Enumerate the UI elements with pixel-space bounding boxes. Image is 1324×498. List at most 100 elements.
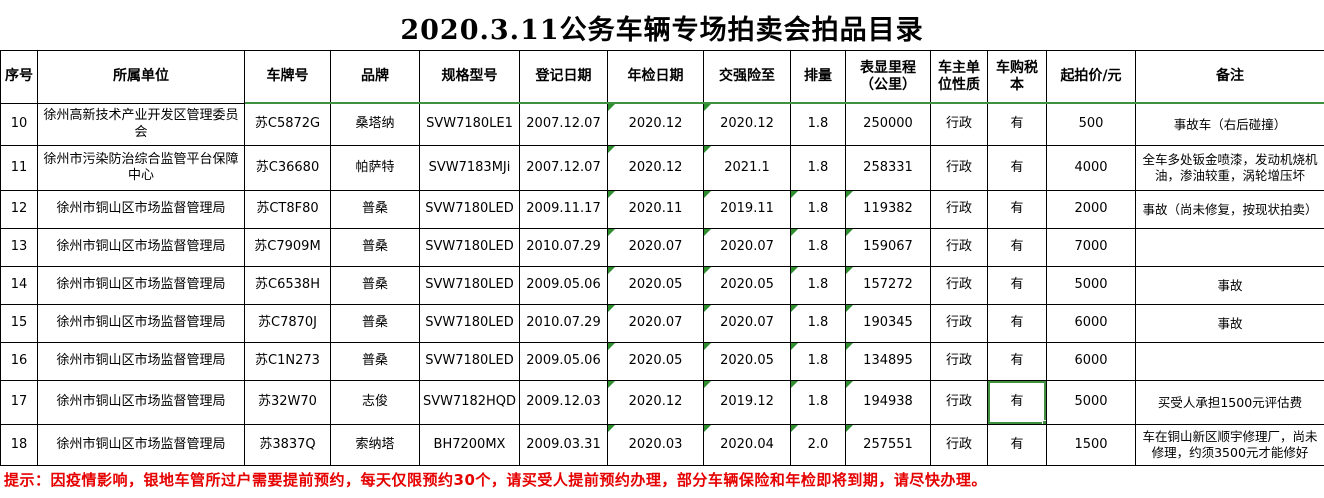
cell-r10-displacement[interactable]: 1.8 <box>790 103 846 146</box>
cell-r17-reg-date[interactable]: 2009.12.03 <box>519 380 608 425</box>
cell-r12-inspection-date[interactable]: 2020.11 <box>607 190 704 229</box>
cell-r13-unit[interactable]: 徐州市铜山区市场监督管理局 <box>37 228 245 267</box>
cell-r10-tax-book[interactable]: 有 <box>987 103 1047 146</box>
cell-r18-start-price[interactable]: 1500 <box>1046 424 1136 466</box>
column-header-tax-book[interactable]: 车购税本 <box>987 50 1047 104</box>
cell-r13-mileage[interactable]: 159067 <box>845 228 931 267</box>
column-header-mileage[interactable]: 表显里程（公里） <box>845 50 931 104</box>
cell-r14-remarks[interactable]: 事故 <box>1135 266 1324 305</box>
cell-r14-inspection-date[interactable]: 2020.05 <box>607 266 704 305</box>
cell-r13-remarks[interactable] <box>1135 228 1324 267</box>
cell-r14-mileage[interactable]: 157272 <box>845 266 931 305</box>
column-header-reg-date[interactable]: 登记日期 <box>519 50 608 104</box>
cell-r10-model[interactable]: SVW7180LE1 <box>419 103 520 146</box>
cell-r12-plate[interactable]: 苏CT8F80 <box>244 190 331 229</box>
cell-r17-unit[interactable]: 徐州市铜山区市场监督管理局 <box>37 380 245 425</box>
cell-r13-brand[interactable]: 普桑 <box>330 228 420 267</box>
cell-r12-owner-type[interactable]: 行政 <box>930 190 988 229</box>
cell-r18-inspection-date[interactable]: 2020.03 <box>607 424 704 466</box>
cell-r17-owner-type[interactable]: 行政 <box>930 380 988 425</box>
cell-r11-start-price[interactable]: 4000 <box>1046 145 1136 191</box>
cell-r12-unit[interactable]: 徐州市铜山区市场监督管理局 <box>37 190 245 229</box>
cell-r11-tax-book[interactable]: 有 <box>987 145 1047 191</box>
cell-r15-start-price[interactable]: 6000 <box>1046 304 1136 343</box>
cell-r12-mileage[interactable]: 119382 <box>845 190 931 229</box>
cell-r11-mileage[interactable]: 258331 <box>845 145 931 191</box>
cell-r17-model[interactable]: SVW7182HQD <box>419 380 520 425</box>
cell-r11-reg-date[interactable]: 2007.12.07 <box>519 145 608 191</box>
cell-r17-displacement[interactable]: 1.8 <box>790 380 846 425</box>
cell-r16-model[interactable]: SVW7180LED <box>419 342 520 381</box>
cell-r16-owner-type[interactable]: 行政 <box>930 342 988 381</box>
cell-r11-owner-type[interactable]: 行政 <box>930 145 988 191</box>
column-header-displacement[interactable]: 排量 <box>790 50 846 104</box>
cell-r10-start-price[interactable]: 500 <box>1046 103 1136 146</box>
cell-r18-mileage[interactable]: 257551 <box>845 424 931 466</box>
cell-r11-insurance-until[interactable]: 2021.1 <box>703 145 791 191</box>
cell-r18-unit[interactable]: 徐州市铜山区市场监督管理局 <box>37 424 245 466</box>
cell-r16-seq[interactable]: 16 <box>0 342 38 381</box>
cell-r12-insurance-until[interactable]: 2019.11 <box>703 190 791 229</box>
cell-r15-owner-type[interactable]: 行政 <box>930 304 988 343</box>
cell-r11-inspection-date[interactable]: 2020.12 <box>607 145 704 191</box>
cell-r10-seq[interactable]: 10 <box>0 103 38 146</box>
cell-r12-model[interactable]: SVW7180LED <box>419 190 520 229</box>
cell-r10-reg-date[interactable]: 2007.12.07 <box>519 103 608 146</box>
cell-r10-plate[interactable]: 苏C5872G <box>244 103 331 146</box>
cell-r14-plate[interactable]: 苏C6538H <box>244 266 331 305</box>
cell-r16-inspection-date[interactable]: 2020.05 <box>607 342 704 381</box>
cell-r12-start-price[interactable]: 2000 <box>1046 190 1136 229</box>
cell-r10-owner-type[interactable]: 行政 <box>930 103 988 146</box>
cell-r12-remarks[interactable]: 事故（尚未修复，按现状拍卖） <box>1135 190 1324 229</box>
cell-r14-owner-type[interactable]: 行政 <box>930 266 988 305</box>
cell-r14-displacement[interactable]: 1.8 <box>790 266 846 305</box>
column-header-plate[interactable]: 车牌号 <box>244 50 331 104</box>
cell-r13-tax-book[interactable]: 有 <box>987 228 1047 267</box>
cell-r18-displacement[interactable]: 2.0 <box>790 424 846 466</box>
cell-r14-tax-book[interactable]: 有 <box>987 266 1047 305</box>
cell-r16-plate[interactable]: 苏C1N273 <box>244 342 331 381</box>
column-header-owner-type[interactable]: 车主单位性质 <box>930 50 988 104</box>
column-header-start-price[interactable]: 起拍价/元 <box>1046 50 1136 104</box>
cell-r14-model[interactable]: SVW7180LED <box>419 266 520 305</box>
cell-r15-brand[interactable]: 普桑 <box>330 304 420 343</box>
cell-r14-seq[interactable]: 14 <box>0 266 38 305</box>
cell-r15-plate[interactable]: 苏C7870J <box>244 304 331 343</box>
cell-r15-model[interactable]: SVW7180LED <box>419 304 520 343</box>
cell-r18-insurance-until[interactable]: 2020.04 <box>703 424 791 466</box>
cell-r13-insurance-until[interactable]: 2020.07 <box>703 228 791 267</box>
cell-r13-plate[interactable]: 苏C7909M <box>244 228 331 267</box>
cell-r13-reg-date[interactable]: 2010.07.29 <box>519 228 608 267</box>
cell-r10-unit[interactable]: 徐州高新技术产业开发区管理委员会 <box>37 103 245 146</box>
cell-r15-reg-date[interactable]: 2010.07.29 <box>519 304 608 343</box>
cell-r15-unit[interactable]: 徐州市铜山区市场监督管理局 <box>37 304 245 343</box>
cell-r17-inspection-date[interactable]: 2020.12 <box>607 380 704 425</box>
cell-r10-brand[interactable]: 桑塔纳 <box>330 103 420 146</box>
cell-r17-tax-book[interactable]: 有 <box>987 380 1047 425</box>
cell-r15-seq[interactable]: 15 <box>0 304 38 343</box>
cell-r11-plate[interactable]: 苏C36680 <box>244 145 331 191</box>
cell-r17-remarks[interactable]: 买受人承担1500元评估费 <box>1135 380 1324 425</box>
column-header-remarks[interactable]: 备注 <box>1135 50 1324 104</box>
cell-r18-seq[interactable]: 18 <box>0 424 38 466</box>
cell-r11-displacement[interactable]: 1.8 <box>790 145 846 191</box>
cell-r16-brand[interactable]: 普桑 <box>330 342 420 381</box>
cell-r13-model[interactable]: SVW7180LED <box>419 228 520 267</box>
cell-r14-start-price[interactable]: 5000 <box>1046 266 1136 305</box>
cell-r10-inspection-date[interactable]: 2020.12 <box>607 103 704 146</box>
cell-r12-seq[interactable]: 12 <box>0 190 38 229</box>
cell-r10-insurance-until[interactable]: 2020.12 <box>703 103 791 146</box>
cell-r11-seq[interactable]: 11 <box>0 145 38 191</box>
cell-r13-owner-type[interactable]: 行政 <box>930 228 988 267</box>
column-header-brand[interactable]: 品牌 <box>330 50 420 104</box>
cell-r16-reg-date[interactable]: 2009.05.06 <box>519 342 608 381</box>
cell-r15-inspection-date[interactable]: 2020.07 <box>607 304 704 343</box>
cell-r18-brand[interactable]: 索纳塔 <box>330 424 420 466</box>
cell-r17-mileage[interactable]: 194938 <box>845 380 931 425</box>
cell-r15-mileage[interactable]: 190345 <box>845 304 931 343</box>
cell-r18-tax-book[interactable]: 有 <box>987 424 1047 466</box>
cell-r17-insurance-until[interactable]: 2019.12 <box>703 380 791 425</box>
cell-r15-remarks[interactable]: 事故 <box>1135 304 1324 343</box>
column-header-inspection-date[interactable]: 年检日期 <box>607 50 704 104</box>
cell-r11-brand[interactable]: 帕萨特 <box>330 145 420 191</box>
